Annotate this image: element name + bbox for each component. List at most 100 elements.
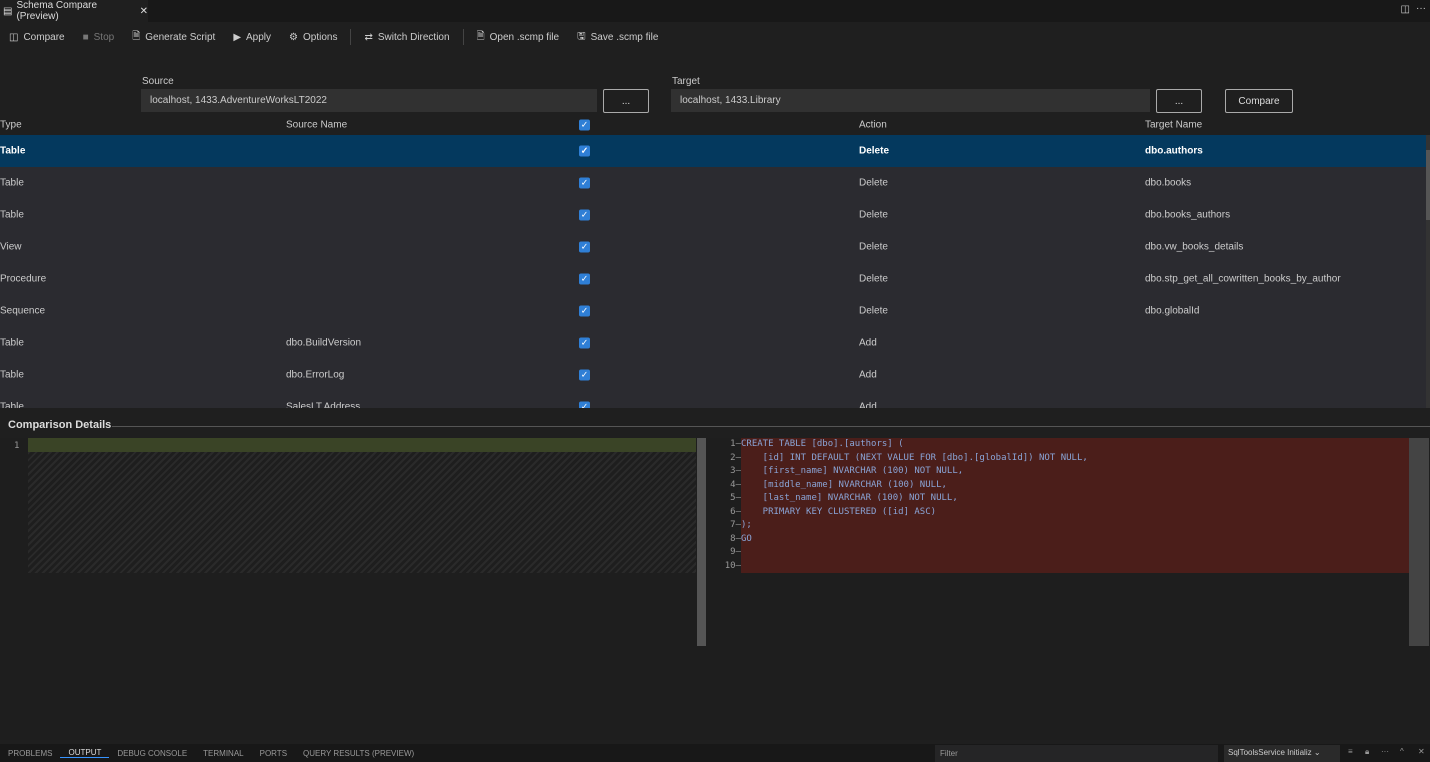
table-row[interactable]: Table ✓ Delete dbo.authors	[0, 135, 1426, 167]
target-browse-button[interactable]: ...	[1156, 89, 1202, 113]
cell-target-name: dbo.authors	[1145, 145, 1203, 157]
include-checkbox[interactable]: ✓	[579, 401, 590, 408]
table-row[interactable]: Procedure ✓ Delete dbo.stp_get_all_cowri…	[0, 263, 1426, 295]
filter-input[interactable]: Filter	[935, 745, 1218, 762]
split-editor-icon[interactable]: ◫	[1400, 4, 1410, 15]
table-row[interactable]: View ✓ Delete dbo.vw_books_details	[0, 231, 1426, 263]
options-label: Options	[303, 31, 338, 43]
header-action[interactable]: Action	[859, 119, 887, 131]
script-icon: 🗎	[132, 30, 141, 42]
switch-icon: ⇄	[364, 31, 373, 43]
panel-tab-query-results[interactable]: QUERY RESULTS (PREVIEW)	[303, 748, 415, 758]
options-button[interactable]: ⚙ Options	[280, 32, 346, 43]
cell-action: Add	[859, 401, 877, 409]
code-line: 4— [middle_name] NVARCHAR (100) NULL,	[707, 478, 1419, 492]
compare-label: Compare	[23, 31, 65, 43]
header-source-name[interactable]: Source Name	[286, 119, 348, 131]
include-checkbox[interactable]: ✓	[579, 241, 590, 253]
grid-scrollbar[interactable]	[1426, 135, 1430, 408]
include-checkbox[interactable]: ✓	[579, 369, 590, 381]
apply-label: Apply	[246, 31, 272, 43]
panel-tab-terminal[interactable]: TERMINAL	[203, 748, 244, 758]
select-all-checkbox[interactable]: ✓	[579, 119, 590, 131]
tab-schema-compare[interactable]: ▤ Schema Compare (Preview) ✕	[0, 0, 148, 22]
include-checkbox[interactable]: ✓	[579, 273, 590, 285]
panel-tab-debug-console[interactable]: DEBUG CONSOLE	[117, 748, 188, 758]
cell-target-name: dbo.globalId	[1145, 305, 1200, 317]
target-input[interactable]: localhost, 1433.Library	[671, 89, 1150, 112]
divider	[462, 29, 464, 45]
stop-button[interactable]: ■ Stop	[74, 32, 124, 43]
right-scrollbar[interactable]	[1409, 438, 1429, 646]
panel-tab-output[interactable]: OUTPUT	[60, 748, 110, 758]
code-line: 5— [last_name] NVARCHAR (100) NOT NULL,	[707, 492, 1419, 506]
table-row[interactable]: Sequence ✓ Delete dbo.globalId	[0, 295, 1426, 327]
generate-script-button[interactable]: 🗎 Generate Script	[123, 29, 224, 46]
code-line: 2— [id] INT DEFAULT (NEXT VALUE FOR [dbo…	[707, 451, 1419, 465]
cell-action: Delete	[859, 177, 888, 189]
generate-label: Generate Script	[145, 31, 216, 43]
table-row[interactable]: Table dbo.BuildVersion ✓ Add	[0, 327, 1426, 359]
lock-icon[interactable]: 🔒︎	[1365, 747, 1370, 756]
empty-diff-region	[28, 452, 696, 573]
save-scmp-button[interactable]: 🖫 Save .scmp file	[568, 29, 667, 46]
cell-type: Procedure	[0, 273, 47, 285]
include-checkbox[interactable]: ✓	[579, 177, 590, 189]
table-row[interactable]: Table SalesLT.Address ✓ Add	[0, 391, 1426, 408]
include-checkbox[interactable]: ✓	[579, 209, 590, 221]
source-browse-button[interactable]: ...	[603, 89, 649, 113]
stop-label: Stop	[93, 31, 115, 43]
cell-type: Table	[0, 337, 24, 349]
line-number: 1—	[730, 439, 741, 449]
close-panel-icon[interactable]: ✕	[1418, 747, 1425, 756]
open-scmp-button[interactable]: 🗎 Open .scmp file	[468, 29, 569, 46]
play-icon: ▶	[233, 31, 242, 43]
panel-tab-problems[interactable]: PROBLEMS	[8, 748, 53, 758]
schema-compare-icon: ▤	[3, 5, 13, 17]
table-row[interactable]: Table dbo.ErrorLog ✓ Add	[0, 359, 1426, 391]
include-checkbox[interactable]: ✓	[579, 145, 590, 157]
code-text: [middle_name] NVARCHAR (100) NULL,	[741, 478, 1419, 492]
tab-bar: ▤ Schema Compare (Preview) ✕ ◫ ···	[0, 0, 1430, 22]
maximize-icon[interactable]: ^	[1400, 747, 1404, 756]
compare-button[interactable]: ◫ Compare	[0, 32, 74, 43]
gear-icon: ⚙	[289, 31, 298, 43]
open-file-icon: 🗎	[476, 30, 485, 42]
cell-type: Table	[0, 177, 24, 189]
source-script-editor[interactable]: 1	[0, 438, 707, 740]
line-number: 5—	[730, 493, 741, 503]
code-text: );	[741, 519, 1419, 533]
channel-label: SqlToolsService Initializ	[1228, 748, 1312, 757]
compare-run-button[interactable]: Compare	[1225, 89, 1293, 113]
line-number: 1	[14, 441, 20, 451]
more-icon[interactable]: ···	[1381, 747, 1389, 756]
include-checkbox[interactable]: ✓	[579, 337, 590, 349]
save-icon: 🖫	[577, 30, 586, 42]
include-checkbox[interactable]: ✓	[579, 305, 590, 317]
line-number: 6—	[730, 506, 741, 517]
close-icon[interactable]: ✕	[139, 5, 148, 17]
table-row[interactable]: Table ✓ Delete dbo.books	[0, 167, 1426, 199]
output-channel-select[interactable]: SqlToolsService Initializ ⌄	[1224, 745, 1340, 762]
cell-type: Table	[0, 145, 26, 157]
code-line: 3— [first_name] NVARCHAR (100) NOT NULL,	[707, 465, 1419, 479]
cell-target-name: dbo.books	[1145, 177, 1192, 189]
cell-type: Table	[0, 369, 24, 381]
code-line: 8— GO	[707, 532, 1419, 546]
target-script-editor[interactable]: 1— CREATE TABLE [dbo].[authors] (2— [id] …	[707, 438, 1430, 740]
added-line-highlight	[28, 438, 696, 452]
line-number: 9—	[730, 547, 741, 557]
table-row[interactable]: Table ✓ Delete dbo.books_authors	[0, 199, 1426, 231]
header-type[interactable]: Type	[0, 119, 22, 131]
cell-type: Table	[0, 209, 24, 221]
header-target-name[interactable]: Target Name	[1145, 119, 1203, 131]
source-input[interactable]: localhost, 1433.AdventureWorksLT2022	[141, 89, 597, 112]
cell-action: Delete	[859, 209, 888, 221]
apply-button[interactable]: ▶ Apply	[224, 32, 280, 43]
list-icon[interactable]: ≡	[1348, 747, 1353, 756]
switch-direction-button[interactable]: ⇄ Switch Direction	[355, 32, 458, 43]
more-icon[interactable]: ···	[1416, 3, 1426, 14]
cell-action: Add	[859, 369, 877, 381]
panel-tab-ports[interactable]: PORTS	[259, 748, 288, 758]
left-scrollbar[interactable]	[697, 438, 706, 646]
